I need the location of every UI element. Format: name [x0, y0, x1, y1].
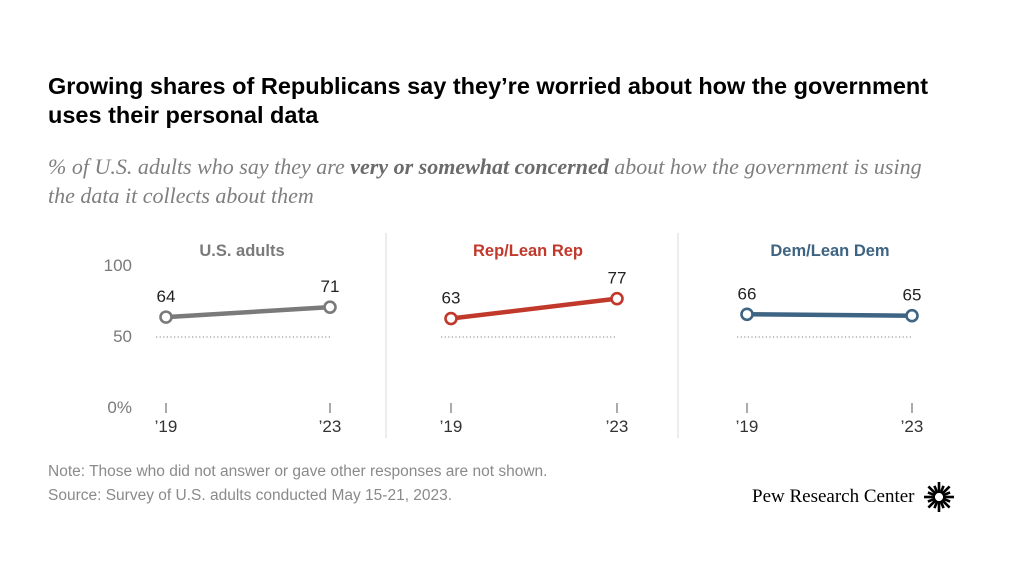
sunburst-logo-icon [923, 482, 954, 512]
y-axis-label: 0% [107, 398, 132, 417]
series-line [163, 304, 333, 320]
subtitle-after: about how the government is using the da… [48, 154, 922, 208]
x-axis-label: ’19 [440, 417, 463, 436]
data-label: 77 [608, 269, 627, 288]
data-point [444, 311, 458, 326]
chart-title: Growing shares of Republicans say they’r… [48, 73, 929, 128]
logo-ray [940, 498, 951, 509]
panel-title: Dem/Lean Dem [770, 242, 889, 260]
data-label: 66 [738, 284, 757, 303]
x-axis-label: ’23 [606, 417, 629, 436]
data-label: 71 [321, 277, 340, 296]
brand-signature: Pew Research Center [752, 482, 955, 512]
x-axis-label: ’23 [319, 417, 342, 436]
x-axis-label: ’19 [736, 417, 759, 436]
logo-ray [941, 497, 951, 503]
data-point [740, 307, 754, 322]
x-axis-label: ’19 [155, 417, 178, 436]
logo-ray [932, 485, 939, 494]
panel-title: Rep/Lean Rep [473, 242, 583, 260]
chart-note: Note: Those who did not answer or gave o… [48, 463, 548, 480]
data-point [905, 308, 919, 323]
logo-ray [932, 500, 939, 509]
data-label: 65 [903, 286, 922, 305]
panel-title: U.S. adults [199, 242, 284, 260]
data-point [323, 300, 337, 314]
x-axis-label: ’23 [901, 417, 924, 436]
logo-ray [941, 491, 951, 497]
data-label: 63 [442, 289, 461, 308]
y-axis-label: 50 [113, 327, 132, 346]
series-line [448, 296, 620, 321]
data-point [610, 291, 624, 306]
y-axis-label: 100 [104, 256, 132, 275]
logo-ray [926, 498, 937, 509]
logo-ray [938, 500, 945, 509]
logo-ray [940, 485, 951, 496]
logo-ray [926, 497, 936, 503]
brand-name: Pew Research Center [752, 486, 915, 507]
chart-source: Source: Survey of U.S. adults conducted … [48, 487, 453, 504]
logo-ray [938, 485, 945, 494]
subtitle-before: % of U.S. adults who say they are [48, 154, 351, 179]
data-label: 64 [157, 287, 176, 306]
logo-ray [926, 485, 937, 496]
chart-subtitle: % of U.S. adults who say they are very o… [48, 152, 948, 210]
subtitle-emphasis: very or somewhat concerned [350, 154, 609, 179]
series-line [744, 312, 915, 318]
data-point [159, 310, 173, 324]
logo-ray [926, 491, 936, 497]
